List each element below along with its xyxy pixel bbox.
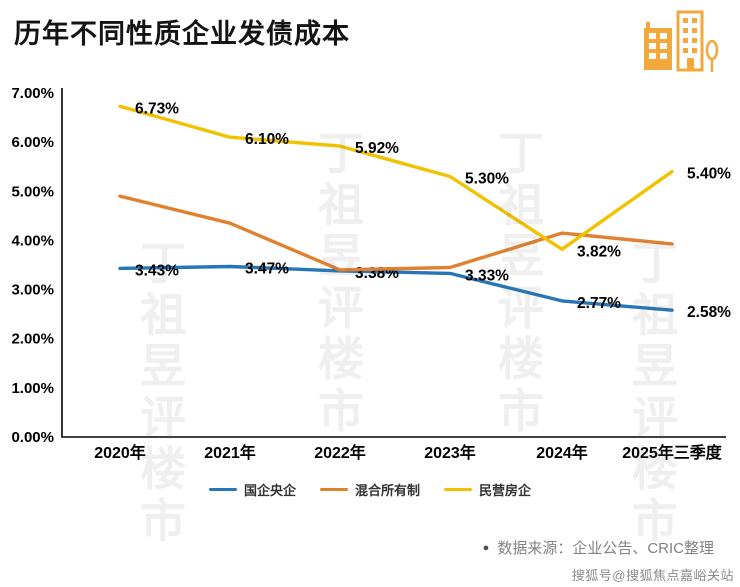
- x-tick-label: 2021年: [204, 443, 256, 462]
- data-label: 6.73%: [135, 100, 179, 117]
- y-tick-label: 6.00%: [11, 134, 54, 151]
- data-label: 2.58%: [687, 304, 731, 321]
- line-chart: 0.00% 1.00% 2.00% 3.00% 4.00% 5.00% 6.00% 7.00%…: [11, 85, 731, 462]
- data-label: 3.82%: [577, 243, 621, 260]
- chart-legend: 国企央企 混合所有制 民营房企: [0, 480, 740, 499]
- page-title: 历年不同性质企业发债成本: [14, 19, 350, 49]
- x-tick-label: 2024年: [536, 443, 588, 462]
- data-label: 3.33%: [465, 267, 509, 284]
- y-tick-label: 7.00%: [11, 85, 54, 102]
- y-tick-label: 4.00%: [11, 232, 54, 249]
- data-source-text: 数据来源：企业公告、CRIC整理: [497, 540, 714, 557]
- x-tick-label: 2020年: [94, 443, 146, 462]
- legend-label: 国企央企: [243, 483, 296, 498]
- buildings-icon: [644, 10, 719, 72]
- legend-line-swatch: [319, 487, 348, 492]
- y-tick-label: 0.00%: [11, 429, 54, 446]
- y-tick-label: 5.00%: [11, 183, 54, 200]
- legend-label: 混合所有制: [354, 483, 420, 498]
- bullet-icon: ●: [482, 541, 490, 554]
- y-tick-label: 2.00%: [11, 331, 54, 348]
- data-label: 5.40%: [687, 166, 731, 183]
- legend-item-0: 国企央企: [208, 480, 296, 499]
- line-series-2: [118, 104, 674, 252]
- data-label: 5.30%: [465, 171, 509, 188]
- axis-lines: [61, 88, 726, 438]
- y-tick-label: 3.00%: [11, 282, 54, 299]
- data-label: 5.92%: [355, 140, 399, 157]
- data-label: 3.47%: [245, 260, 289, 277]
- data-label: 2.77%: [577, 295, 621, 312]
- legend-line-swatch: [208, 487, 237, 492]
- data-source-line: ● 数据来源：企业公告、CRIC整理: [483, 537, 714, 558]
- x-tick-label: 2022年: [314, 443, 366, 462]
- data-label: 6.10%: [245, 131, 289, 148]
- legend-item-1: 混合所有制: [319, 480, 420, 499]
- legend-line-swatch: [444, 487, 472, 492]
- x-tick-label: 2023年: [424, 443, 476, 462]
- legend-item-2: 民营房企: [444, 480, 531, 499]
- legend-label: 民营房企: [479, 483, 532, 498]
- y-tick-label: 1.00%: [11, 380, 54, 397]
- x-tick-label: 2025年三季度: [622, 443, 723, 462]
- line-series-0: [118, 264, 674, 312]
- data-label: 3.43%: [135, 262, 179, 279]
- corner-watermark: 搜狐号@搜狐焦点嘉峪关站: [571, 568, 734, 583]
